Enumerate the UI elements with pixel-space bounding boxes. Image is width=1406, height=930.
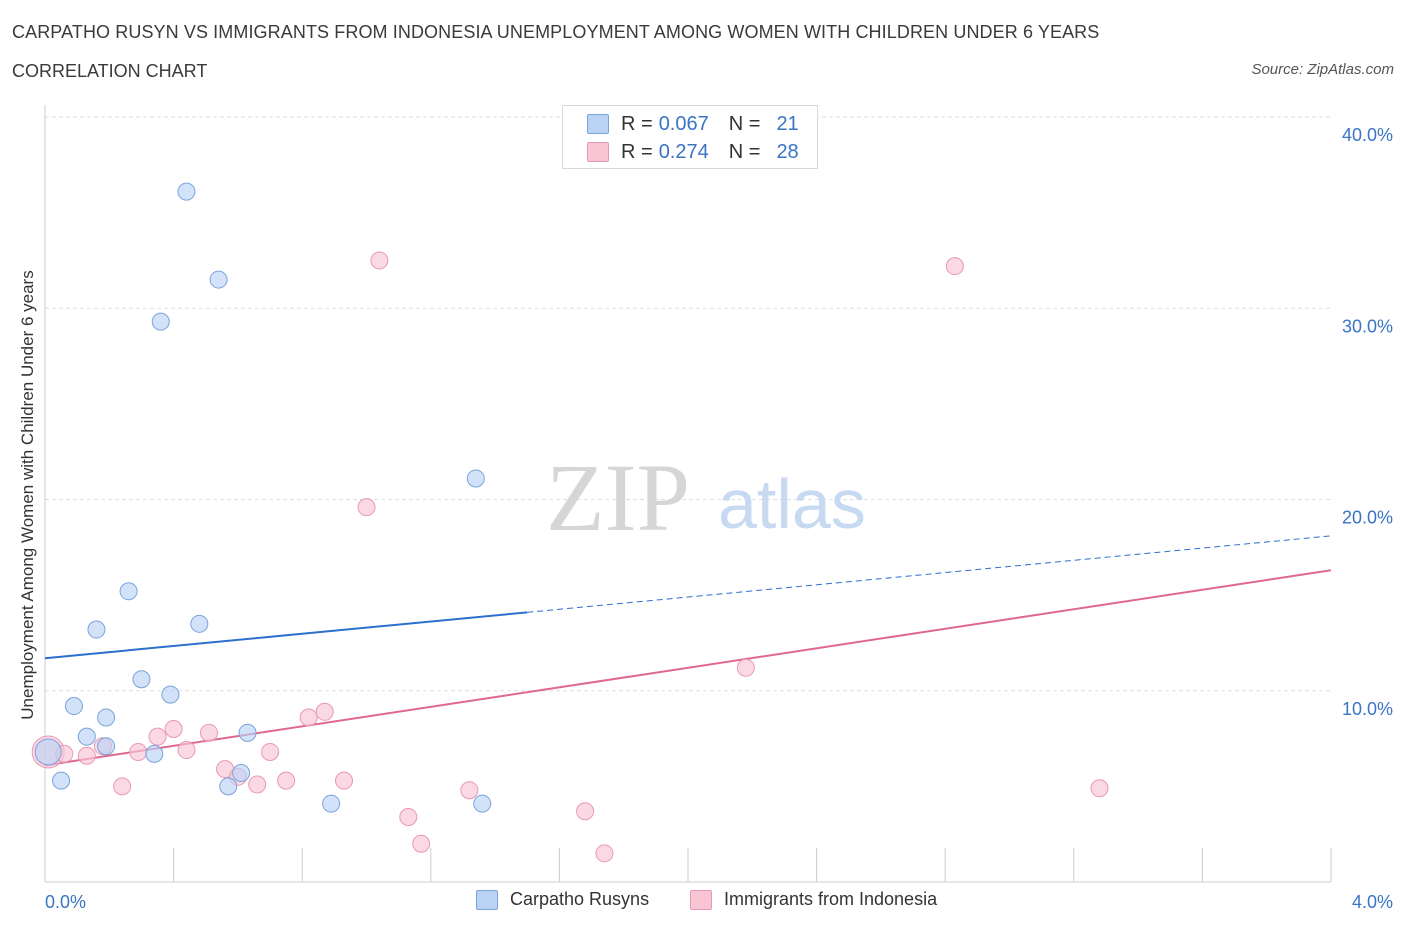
- n-value: 28: [776, 140, 799, 163]
- trend-lines: [44, 535, 1332, 767]
- point-carpatho: [97, 708, 116, 727]
- point-indonesia: [148, 727, 167, 746]
- legend-row-carpatho: R = 0.067 N = 21: [587, 112, 799, 136]
- point-indonesia: [334, 771, 353, 790]
- point-carpatho: [238, 723, 257, 742]
- point-indonesia: [595, 844, 614, 863]
- y-tick-label: 40.0%: [1342, 125, 1393, 145]
- trend-line-carpatho-extension: [527, 535, 1332, 613]
- point-indonesia: [315, 702, 334, 721]
- watermark-zip: ZIP: [546, 444, 690, 551]
- point-carpatho: [52, 771, 71, 790]
- point-indonesia: [199, 723, 218, 742]
- point-carpatho: [87, 620, 106, 639]
- point-indonesia: [299, 708, 318, 727]
- r-value: 0.067: [658, 112, 709, 135]
- trend-line-indonesia: [44, 569, 1332, 767]
- point-indonesia: [736, 658, 755, 677]
- source-credit: Source: ZipAtlas.com: [1251, 61, 1394, 78]
- point-carpatho: [151, 312, 170, 331]
- legend-label: Carpatho Rusyns: [510, 889, 650, 909]
- point-carpatho: [132, 670, 151, 689]
- point-carpatho: [473, 794, 492, 813]
- chart-subtitle: CORRELATION CHART: [12, 61, 208, 81]
- point-carpatho: [34, 738, 62, 766]
- r-label: R =: [621, 140, 653, 163]
- point-carpatho: [161, 685, 180, 704]
- tick-labels: 10.0% 20.0% 30.0% 40.0% 0.0% 4.0%: [45, 125, 1393, 912]
- point-indonesia: [164, 720, 183, 738]
- point-carpatho: [209, 270, 228, 289]
- point-carpatho: [177, 182, 196, 201]
- n-value: 21: [776, 112, 799, 135]
- point-indonesia: [460, 781, 479, 800]
- y-tick-label: 10.0%: [1342, 699, 1393, 719]
- point-indonesia: [399, 807, 418, 826]
- n-label: N =: [728, 112, 761, 135]
- y-axis-label: Unemployment Among Women with Children U…: [18, 270, 37, 720]
- x-tick-label: 4.0%: [1352, 892, 1393, 912]
- point-carpatho: [145, 744, 164, 763]
- data-points: [31, 182, 1109, 863]
- x-tick-label: 0.0%: [45, 892, 86, 912]
- grid-lines: [45, 116, 1331, 692]
- point-indonesia: [945, 257, 964, 276]
- point-carpatho: [97, 737, 116, 756]
- point-carpatho: [322, 794, 341, 813]
- point-carpatho: [64, 697, 83, 716]
- watermark-atlas: atlas: [718, 465, 866, 543]
- trend-line-carpatho: [44, 611, 528, 660]
- point-indonesia: [77, 746, 96, 765]
- point-indonesia: [277, 771, 296, 790]
- point-carpatho: [190, 614, 209, 633]
- point-carpatho: [119, 582, 138, 601]
- point-indonesia: [113, 777, 132, 796]
- point-carpatho: [219, 777, 238, 796]
- point-carpatho: [232, 763, 251, 782]
- r-value: 0.274: [658, 140, 709, 163]
- pink-swatch: [690, 889, 712, 910]
- r-label: R =: [621, 112, 653, 135]
- blue-swatch: [476, 889, 498, 910]
- point-indonesia: [129, 742, 148, 761]
- pink-swatch: [587, 142, 609, 162]
- point-indonesia: [1090, 779, 1109, 798]
- y-tick-label: 30.0%: [1342, 316, 1393, 336]
- point-indonesia: [261, 742, 280, 761]
- legend-row-indonesia: R = 0.274 N = 28: [587, 140, 799, 164]
- legend-item-carpatho: Carpatho Rusyns: [476, 889, 649, 910]
- y-tick-label: 20.0%: [1342, 508, 1393, 528]
- legend-item-indonesia: Immigrants from Indonesia: [690, 889, 937, 910]
- axes: [44, 105, 1332, 883]
- point-indonesia: [576, 802, 595, 821]
- chart-title: CARPATHO RUSYN VS IMMIGRANTS FROM INDONE…: [12, 22, 1100, 42]
- stats-legend: R = 0.067 N = 21 R = 0.274 N = 28: [562, 105, 818, 169]
- n-label: N =: [728, 140, 761, 163]
- point-indonesia: [412, 834, 431, 853]
- point-carpatho: [466, 469, 485, 488]
- point-indonesia: [370, 251, 389, 270]
- point-indonesia: [177, 741, 196, 760]
- legend-label: Immigrants from Indonesia: [724, 889, 938, 909]
- point-indonesia: [357, 498, 376, 517]
- blue-swatch: [587, 114, 609, 134]
- point-carpatho: [77, 727, 96, 746]
- point-indonesia: [248, 775, 267, 794]
